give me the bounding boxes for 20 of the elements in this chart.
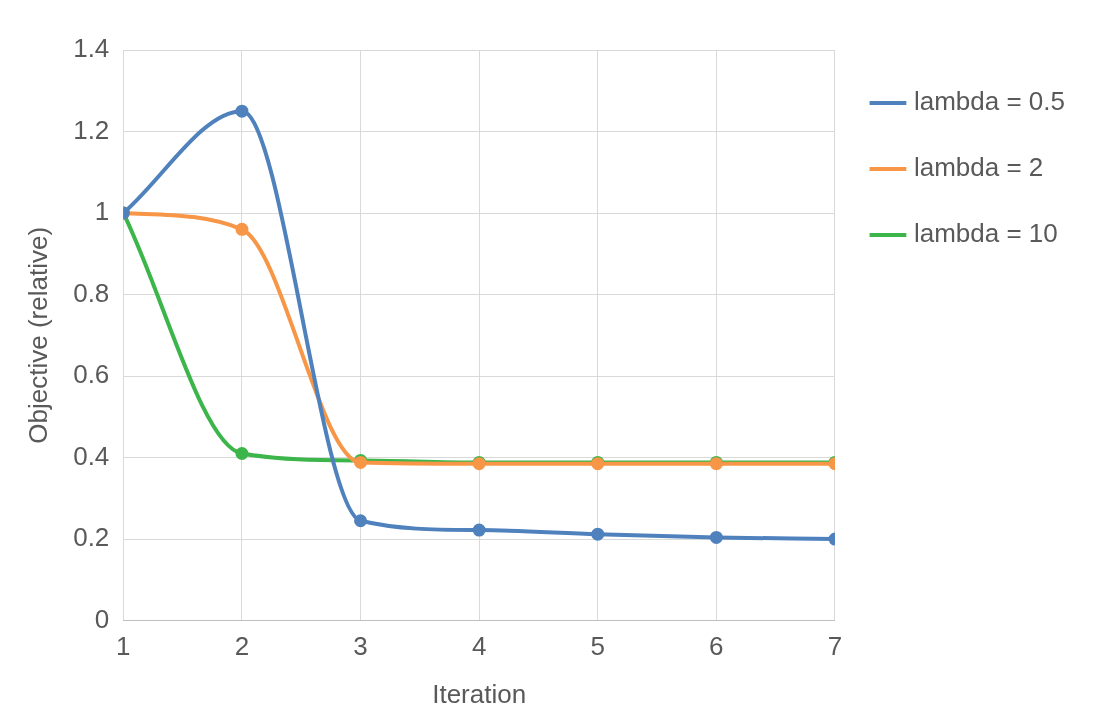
y-tick-label: 1.4 xyxy=(73,33,110,64)
y-tick-label: 0 xyxy=(94,603,110,634)
legend-label: lambda = 2 xyxy=(913,152,1044,183)
x-tick-label: 7 xyxy=(827,631,843,662)
y-tick-label: 0.2 xyxy=(73,522,110,553)
legend-label: lambda = 0.5 xyxy=(913,86,1066,117)
y-tick-label: 0.8 xyxy=(73,277,110,308)
x-tick-label: 1 xyxy=(116,631,131,662)
x-tick-label: 5 xyxy=(590,631,605,662)
x-axis-title: Iteration xyxy=(432,678,527,709)
x-tick-label: 4 xyxy=(471,631,487,662)
y-tick-label: 0.6 xyxy=(73,359,110,390)
legend-label: lambda = 10 xyxy=(913,218,1058,249)
x-tick-label: 2 xyxy=(234,631,250,662)
y-tick-label: 1.2 xyxy=(73,114,110,145)
x-tick-label: 6 xyxy=(709,631,724,662)
y-tick-label: 0.4 xyxy=(73,440,110,471)
y-axis-title: Objective (relative) xyxy=(22,226,53,444)
x-tick-label: 3 xyxy=(353,631,368,662)
y-tick-label: 1 xyxy=(94,196,110,227)
